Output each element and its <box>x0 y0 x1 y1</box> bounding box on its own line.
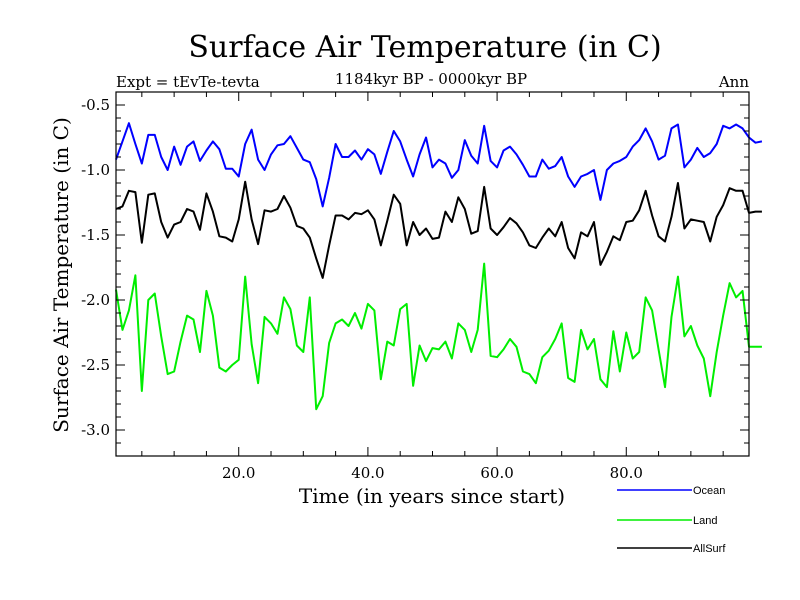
season-label: Ann <box>718 73 749 91</box>
experiment-label: Expt = tEvTe-tevta <box>116 73 260 91</box>
y-axis-label: Surface Air Temperature (in C) <box>49 117 73 433</box>
chart-title: Surface Air Temperature (in C) <box>188 30 661 65</box>
legend-label-land: Land <box>693 515 717 527</box>
x-tick-label: 40.0 <box>351 464 384 482</box>
y-tick-label: -1.0 <box>81 161 110 179</box>
series-line-allsurf <box>115 180 762 279</box>
y-tick-label: -3.0 <box>81 421 110 439</box>
y-tick-label: -2.5 <box>81 356 110 374</box>
y-tick-label: -1.5 <box>81 226 110 244</box>
plot-area: 20.0 40.0 60.0 80.0 -0.5 -1.0 -1.5 -2.0 -2.5 -3.0 <box>81 91 763 482</box>
time-range-label: 1184kyr BP - 0000kyr BP <box>335 70 527 88</box>
x-tick-label: 80.0 <box>610 464 643 482</box>
x-axis-label: Time (in years since start) <box>299 484 565 508</box>
y-tick-label: -0.5 <box>81 96 110 114</box>
x-tick-label: 20.0 <box>222 464 255 482</box>
series-line-ocean <box>115 122 763 208</box>
legend-label-ocean: Ocean <box>693 485 725 497</box>
legend: Ocean Land AllSurf <box>617 485 726 555</box>
legend-label-allsurf: AllSurf <box>693 543 726 555</box>
x-tick-label: 60.0 <box>480 464 513 482</box>
y-tick-label: -2.0 <box>81 291 110 309</box>
series-line-land <box>115 262 762 411</box>
